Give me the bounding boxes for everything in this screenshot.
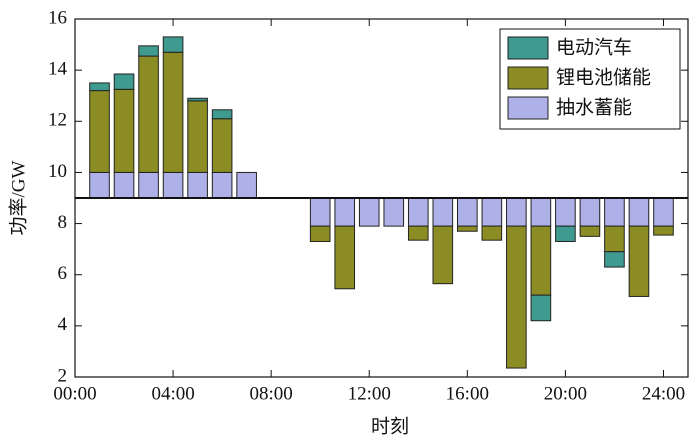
bar-segment: [457, 197, 478, 227]
y-tick-label: 2: [58, 365, 68, 386]
bar-segment: [187, 100, 208, 173]
legend-label: 电动汽车: [556, 36, 632, 58]
y-tick-label: 16: [48, 7, 67, 28]
bar-segment: [555, 197, 576, 227]
bar-segment: [138, 45, 159, 57]
bar-segment: [383, 197, 405, 227]
bar-segment: [530, 197, 552, 227]
x-tick-label: 08:00: [250, 383, 293, 404]
y-tick-label: 14: [48, 59, 68, 80]
bar-segment: [89, 82, 110, 92]
bar-segment: [506, 197, 527, 227]
bar-segment: [211, 118, 233, 173]
x-tick-label: 16:00: [446, 383, 489, 404]
bar-segment: [432, 225, 454, 285]
bar-segment: [162, 171, 184, 199]
bar-segment: [211, 109, 233, 120]
bar-segment: [653, 225, 674, 236]
bar-segment: [555, 225, 576, 242]
bar-segment: [530, 225, 552, 296]
bar-segment: [89, 90, 110, 173]
legend-label: 抽水蓄能: [556, 96, 632, 118]
legend-label: 锂电池储能: [556, 66, 651, 88]
bar-segment: [358, 197, 380, 227]
bar-segment: [481, 197, 503, 227]
bar-segment: [187, 171, 208, 199]
bar-segment: [530, 294, 552, 322]
bar-segment: [604, 197, 625, 227]
bar-segment: [162, 36, 184, 53]
y-tick-label: 6: [58, 263, 68, 284]
legend-swatch: [507, 36, 549, 60]
bar-segment: [407, 197, 429, 227]
bar-segment: [211, 171, 233, 199]
bar-segment: [334, 225, 356, 290]
legend-swatch: [507, 96, 549, 120]
bar-segment: [432, 197, 454, 227]
bar-segment: [604, 251, 625, 268]
bar-segment: [506, 225, 527, 369]
legend-swatch: [507, 66, 549, 90]
bar-segment: [138, 55, 159, 173]
bar-segment: [113, 171, 135, 199]
x-tick-label: 24:00: [642, 383, 685, 404]
bar-segment: [334, 197, 356, 227]
x-tick-label: 00:00: [53, 383, 96, 404]
x-tick-label: 12:00: [348, 383, 391, 404]
y-tick-label: 10: [48, 161, 67, 182]
bar-segment: [187, 97, 208, 102]
y-tick-label: 12: [48, 110, 67, 131]
plot-frame: [74, 18, 689, 378]
bar-segment: [457, 225, 478, 232]
y-axis-label: 功率/GW: [7, 160, 29, 235]
bar-segment: [89, 171, 110, 199]
bar-segment: [481, 225, 503, 241]
x-axis-label: 时刻: [371, 415, 409, 437]
bar-segment: [628, 197, 650, 227]
x-tick-label: 20:00: [544, 383, 587, 404]
bar-segment: [309, 225, 331, 242]
bar-segment: [162, 51, 184, 173]
bar-segment: [138, 171, 159, 199]
bar-segment: [236, 171, 257, 199]
bar-segment: [579, 225, 601, 237]
bar-segment: [579, 197, 601, 227]
y-tick-label: 8: [58, 212, 68, 233]
bar-segment: [628, 225, 650, 297]
y-tick-label: 4: [58, 314, 68, 335]
bar-segment: [113, 88, 135, 173]
bar-segment: [407, 225, 429, 241]
bar-segment: [113, 73, 135, 90]
bar-segment: [653, 197, 674, 227]
bar-segment: [309, 197, 331, 227]
bar-segment: [604, 225, 625, 253]
x-tick-label: 04:00: [151, 383, 194, 404]
